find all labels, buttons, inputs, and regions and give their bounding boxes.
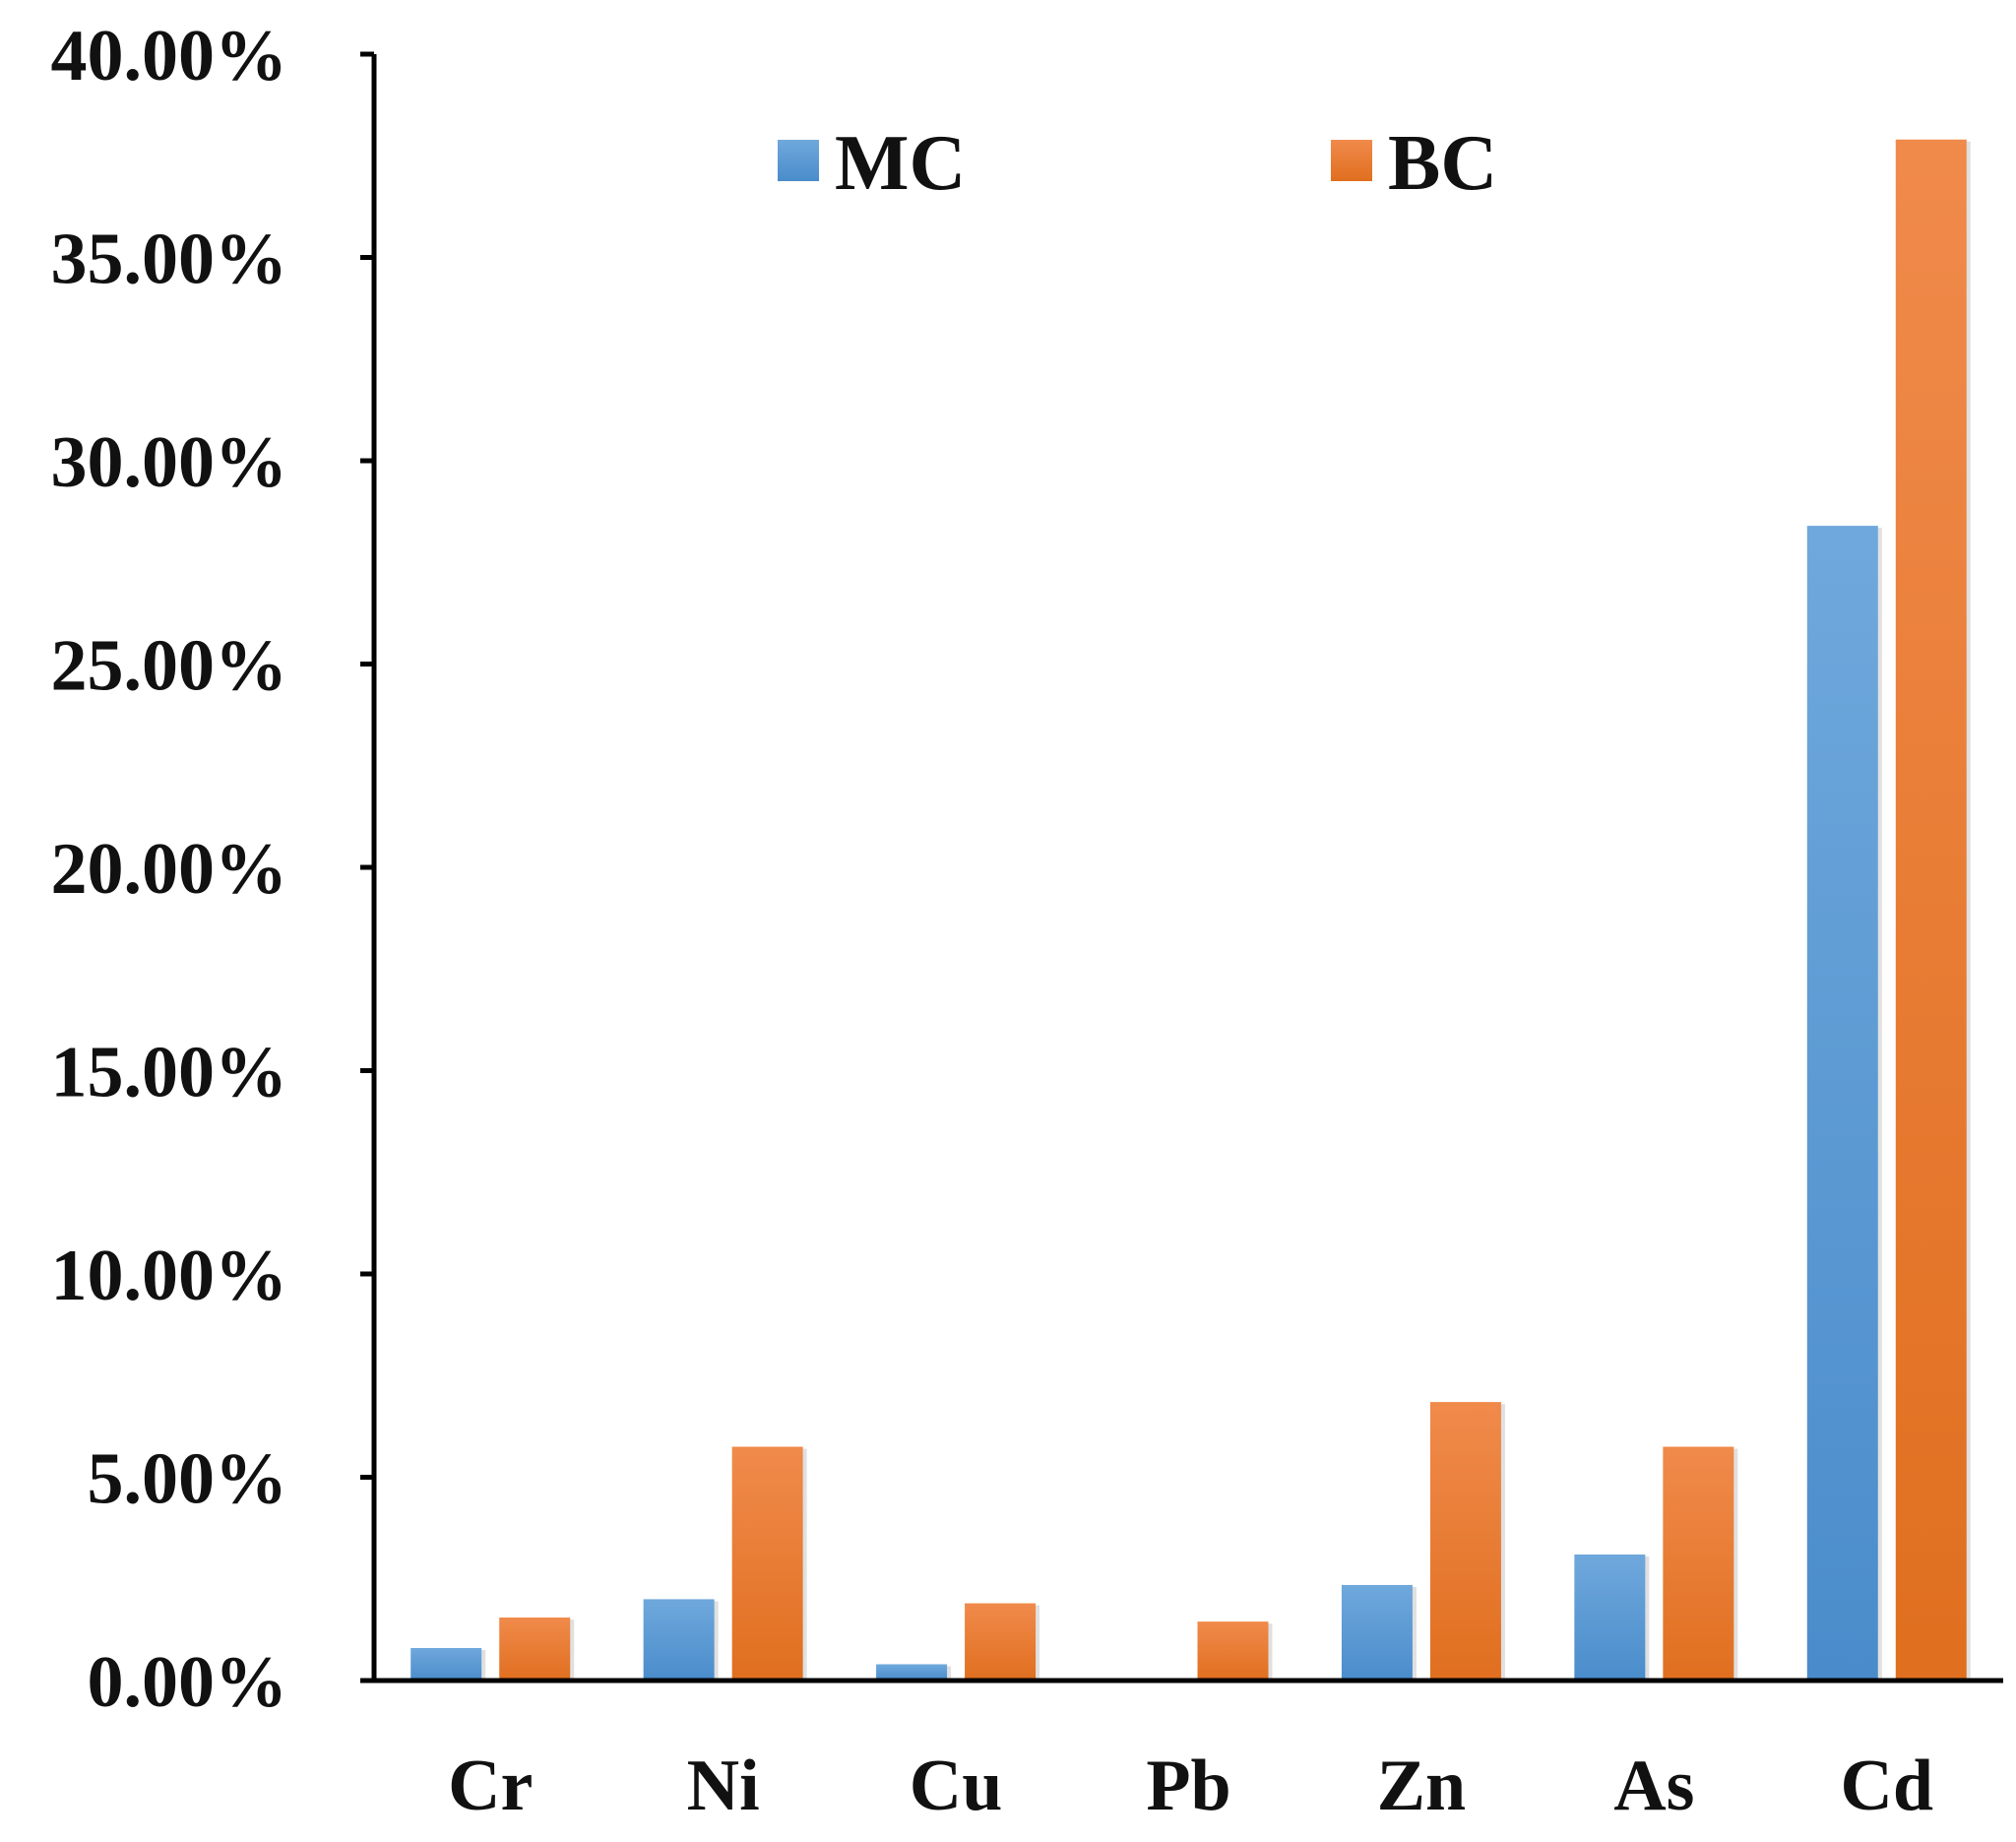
- x-category-label: Cr: [448, 1746, 533, 1826]
- y-tick-label: 0.00%: [88, 1642, 288, 1723]
- y-tick-label: 35.00%: [51, 220, 288, 300]
- bars-layer: [410, 139, 1971, 1682]
- x-categories-layer: Cr Ni Cu Pb Zn As Cd: [448, 1746, 1933, 1826]
- bar-bc-cd: [1895, 139, 1967, 1682]
- y-tick-label: 15.00%: [51, 1033, 288, 1113]
- bar-shadow: [802, 1448, 807, 1681]
- bar-bc-cu: [965, 1603, 1037, 1681]
- bar-mc-cr: [410, 1647, 482, 1681]
- bar-shadow: [1966, 141, 1971, 1682]
- legend-swatch-bc: [1331, 140, 1372, 181]
- y-tick-label: 30.00%: [51, 422, 288, 503]
- bar-mc-ni: [643, 1599, 715, 1681]
- bar-mc-cu: [876, 1664, 948, 1681]
- bar-shadow: [1645, 1556, 1650, 1681]
- x-category-label: Ni: [687, 1746, 760, 1826]
- bar-shadow: [481, 1649, 486, 1681]
- x-category-label: Cu: [910, 1746, 1003, 1826]
- bar-bc-ni: [731, 1446, 803, 1681]
- y-ticks-layer: 0.00% 5.00% 10.00% 15.00% 20.00% 25.00% 30.00%…: [51, 16, 374, 1723]
- y-tick-label: 20.00%: [51, 829, 288, 910]
- bar-shadow: [1412, 1586, 1417, 1681]
- bar-shadow: [1036, 1605, 1040, 1681]
- bar-bc-zn: [1429, 1402, 1501, 1681]
- x-category-label: Cd: [1840, 1746, 1933, 1826]
- y-tick-label: 10.00%: [51, 1236, 288, 1316]
- bar-shadow: [1500, 1404, 1505, 1681]
- y-tick-label: 5.00%: [88, 1439, 288, 1520]
- bar-bc-cr: [499, 1617, 571, 1681]
- bar-shadow: [1877, 528, 1882, 1681]
- axis-layer: [371, 54, 2003, 1683]
- bar-shadow: [714, 1601, 719, 1681]
- y-tick-label: 40.00%: [51, 16, 288, 96]
- legend-swatch-mc: [778, 140, 819, 181]
- legend: MC BC: [778, 120, 1497, 207]
- bar-bc-as: [1663, 1446, 1734, 1681]
- bar-mc-as: [1574, 1554, 1646, 1681]
- bar-shadow: [1733, 1448, 1738, 1681]
- bar-shadow: [570, 1619, 575, 1681]
- bar-shadow: [947, 1666, 952, 1681]
- x-category-label: Zn: [1377, 1746, 1467, 1826]
- legend-label-bc: BC: [1388, 120, 1497, 207]
- x-category-label: Pb: [1146, 1746, 1230, 1826]
- bar-mc-cd: [1806, 526, 1878, 1681]
- x-category-label: As: [1613, 1746, 1694, 1826]
- bar-bc-pb: [1197, 1621, 1269, 1681]
- legend-label-mc: MC: [835, 120, 966, 207]
- bar-mc-zn: [1341, 1584, 1413, 1681]
- bar-shadow: [1268, 1623, 1273, 1681]
- y-tick-label: 25.00%: [51, 626, 288, 707]
